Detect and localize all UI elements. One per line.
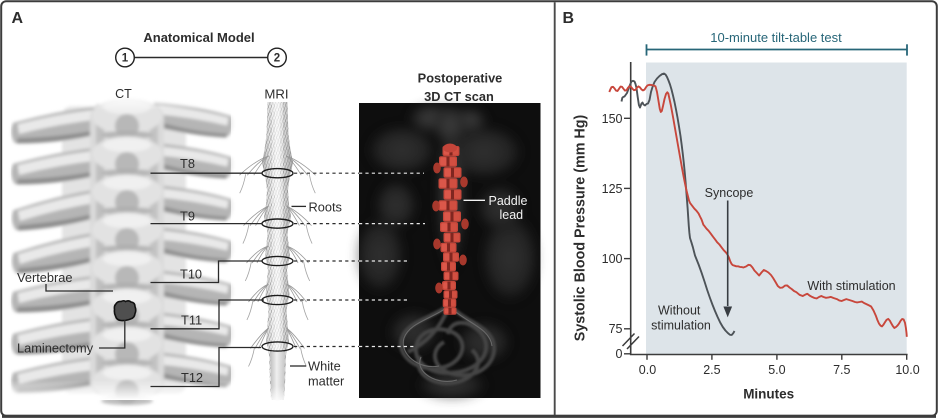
svg-text:Paddle: Paddle xyxy=(489,194,528,208)
svg-text:125: 125 xyxy=(602,182,623,196)
svg-text:White: White xyxy=(308,359,341,374)
svg-text:3D CT scan: 3D CT scan xyxy=(424,89,494,104)
svg-text:Vertebrae: Vertebrae xyxy=(17,270,73,285)
svg-text:matter: matter xyxy=(308,374,345,389)
svg-text:MRI: MRI xyxy=(264,87,288,102)
svg-text:150: 150 xyxy=(602,112,623,126)
svg-text:0: 0 xyxy=(616,347,623,361)
svg-text:10.0: 10.0 xyxy=(895,363,919,377)
svg-text:T9: T9 xyxy=(180,209,195,224)
svg-text:Without: Without xyxy=(658,304,701,318)
svg-text:CT: CT xyxy=(115,87,132,101)
svg-text:10-minute tilt-table test: 10-minute tilt-table test xyxy=(710,30,842,45)
svg-text:Laminectomy: Laminectomy xyxy=(17,341,94,356)
svg-text:5.0: 5.0 xyxy=(768,363,785,377)
svg-text:0.0: 0.0 xyxy=(639,363,656,377)
svg-text:2.5: 2.5 xyxy=(703,363,720,377)
svg-text:With stimulation: With stimulation xyxy=(807,279,895,293)
svg-text:lead: lead xyxy=(500,208,524,222)
svg-text:stimulation: stimulation xyxy=(651,319,711,333)
svg-text:T10: T10 xyxy=(180,267,202,282)
svg-text:Anatomical Model: Anatomical Model xyxy=(143,30,254,45)
svg-text:Roots: Roots xyxy=(309,200,342,215)
svg-text:100: 100 xyxy=(602,252,623,266)
svg-text:Syncope: Syncope xyxy=(705,186,754,200)
svg-text:A: A xyxy=(12,10,24,27)
svg-text:7.5: 7.5 xyxy=(833,363,850,377)
svg-text:75: 75 xyxy=(609,322,623,336)
svg-text:T8: T8 xyxy=(180,156,195,171)
svg-text:T11: T11 xyxy=(181,313,202,328)
svg-text:1: 1 xyxy=(122,53,129,65)
svg-text:Minutes: Minutes xyxy=(743,387,794,402)
svg-text:Systolic Blood Pressure (mm Hg: Systolic Blood Pressure (mm Hg) xyxy=(573,115,589,342)
svg-text:2: 2 xyxy=(274,53,280,65)
svg-text:T12: T12 xyxy=(181,370,203,385)
svg-text:B: B xyxy=(563,10,575,27)
svg-text:Postoperative: Postoperative xyxy=(418,71,503,86)
